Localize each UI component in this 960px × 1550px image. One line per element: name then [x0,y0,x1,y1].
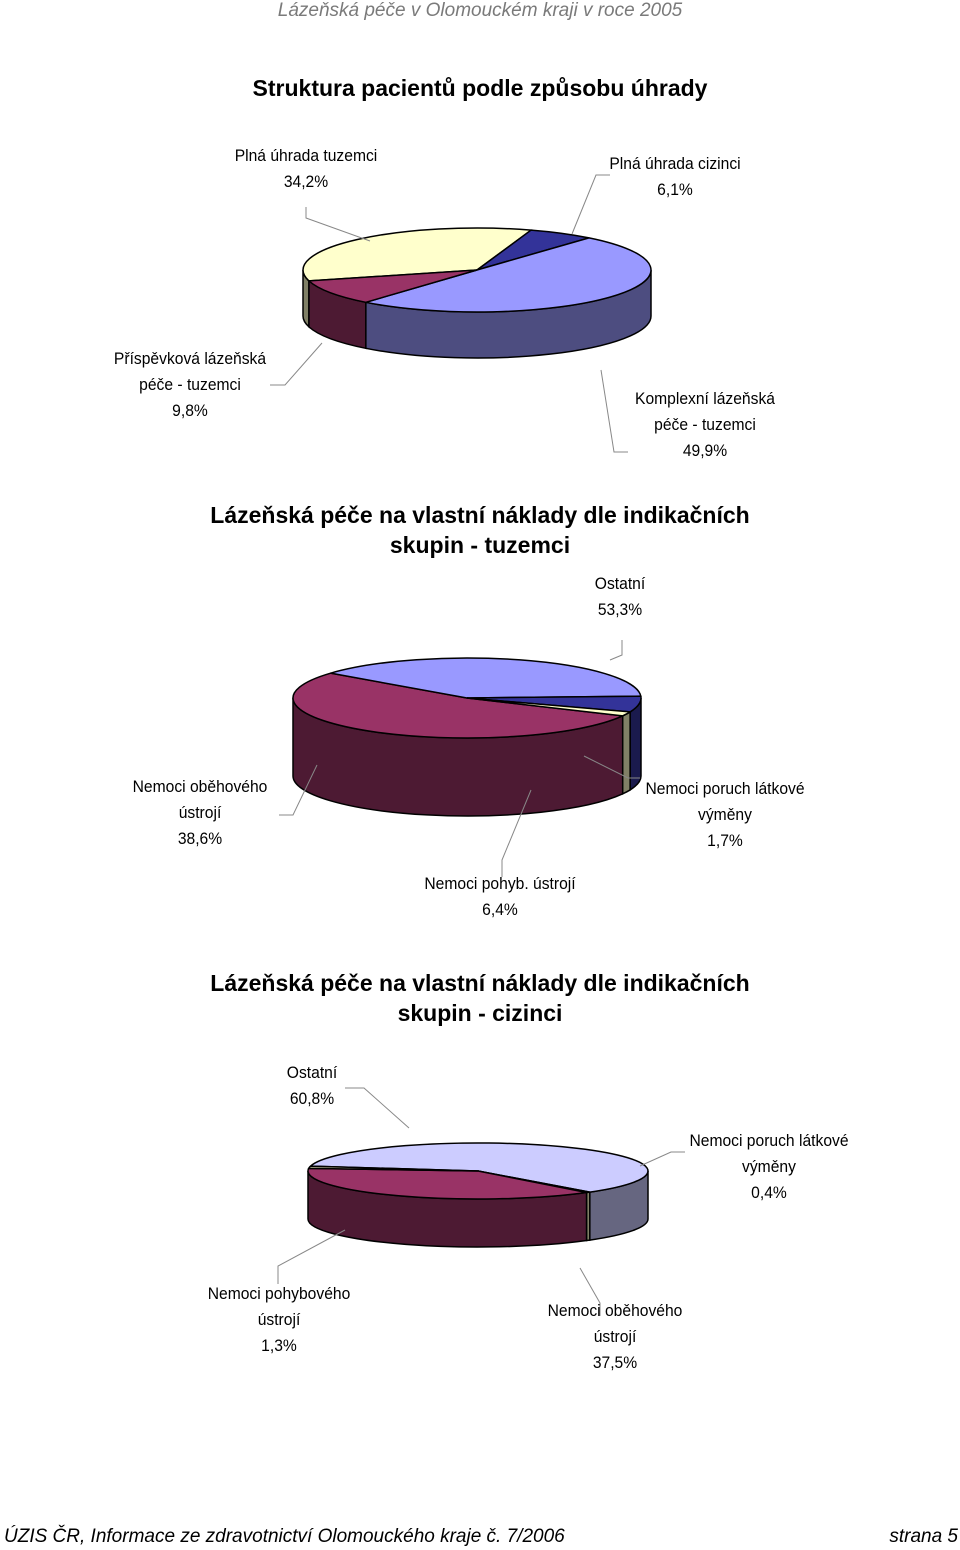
chart3-title: Lázeňská péče na vlastní náklady dle ind… [210,970,750,1026]
chart2-title: Lázeňská péče na vlastní náklady dle ind… [210,502,750,558]
chart1-label-komplexni: Komplexní lázeňská péče - tuzemci 49,9% [635,389,775,460]
chart3-slice-0 [308,1142,649,1193]
chart1-title: Struktura pacientů podle způsobu úhrady [252,75,708,101]
chart3-leader-latkove [639,1151,685,1167]
chart3-slice-2 [307,1167,587,1200]
chart2-leader-ostatni [609,640,623,661]
page-header: Lázeňská péče v Olomouckém kraji v roce … [277,0,683,21]
chart3-leader-obehove [579,1267,601,1316]
chart1-leader-plna-tuzemci [305,207,371,242]
chart1-slice-0 [302,227,534,282]
chart1-label-plna-tuzemci: Plná úhrada tuzemci 34,2% [234,146,378,191]
chart3-leader-pohybove [277,1229,346,1284]
chart1-leader-komplexni [600,369,628,453]
chart2-leader-obehove [279,764,318,816]
chart3-label-latkove: Nemoci poruch látkové výměny 0,4% [689,1131,849,1202]
chart2-leader-pohyb [501,789,532,877]
chart3-slice-3 [307,1165,479,1172]
chart1-label-prispevkova: Příspěvková lázeňská péče - tuzemci 9,8% [113,349,267,420]
chart1-slice-2 [365,237,652,313]
chart3-leader-ostatni [345,1087,410,1129]
chart2-label-ostatni: Ostatní 53,3% [594,574,646,619]
chart3-label-ostatni: Ostatní 60,8% [286,1063,338,1108]
footer-page-number: strana 5 [889,1526,958,1547]
chart2-slice-1 [330,657,642,699]
chart2-slice-3 [466,697,633,717]
chart1-leader-prispevkova [270,342,323,386]
chart1-label-plna-cizinci: Plná úhrada cizinci 6,1% [609,154,741,199]
chart3-label-pohybove: Nemoci pohybového ústrojí 1,3% [207,1284,351,1355]
chart2-label-latkove: Nemoci poruch látkové výměny 1,7% [645,779,805,850]
chart1-leader-plna-cizinci [571,174,610,235]
chart3-label-obehove: Nemoci oběhového ústrojí 37,5% [547,1301,683,1372]
chart2-leader-latkove [583,755,640,779]
chart1-slice-3 [307,269,478,304]
chart2-slice-0 [292,672,626,739]
chart2-label-obehove: Nemoci oběhového ústrojí 38,6% [132,777,268,848]
footer-source: ÚZIS ČR, Informace ze zdravotnictví Olom… [4,1526,565,1547]
chart2-label-pohyb: Nemoci pohyb. ústrojí 6,4% [424,874,576,919]
